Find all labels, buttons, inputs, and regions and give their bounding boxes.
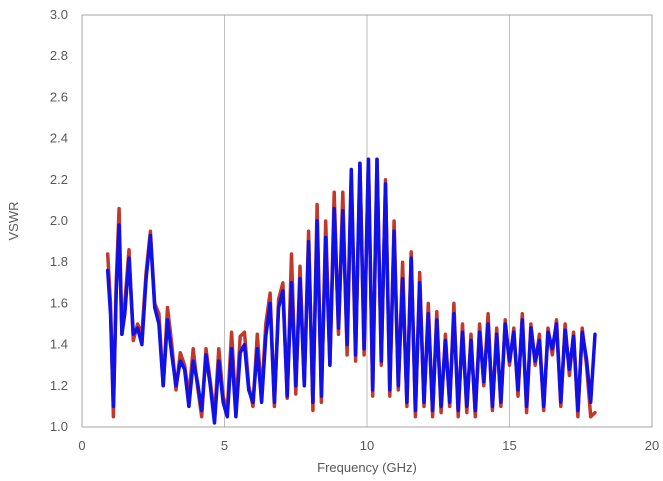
- x-tick-label: 0: [78, 438, 85, 453]
- x-axis-title: Frequency (GHz): [317, 460, 417, 475]
- x-tick-label: 15: [502, 438, 516, 453]
- x-axis-ticks: 0 5 10 15 20: [78, 438, 659, 453]
- y-axis-title: VSWR: [6, 202, 21, 241]
- y-tick-label: 1.0: [50, 419, 68, 434]
- y-axis-ticks: 1.0 1.2 1.4 1.6 1.8 2.0 2.2 2.4 2.6 2.8 3.0: [50, 7, 68, 434]
- y-tick-label: 1.4: [50, 337, 68, 352]
- x-tick-label: 10: [360, 438, 374, 453]
- y-tick-label: 2.8: [50, 48, 68, 63]
- y-tick-label: 3.0: [50, 7, 68, 22]
- y-tick-label: 1.8: [50, 254, 68, 269]
- y-tick-label: 1.2: [50, 378, 68, 393]
- y-tick-label: 2.4: [50, 131, 68, 146]
- y-tick-label: 2.2: [50, 172, 68, 187]
- series-layer: [105, 157, 597, 425]
- y-tick-label: 2.0: [50, 213, 68, 228]
- x-tick-label: 5: [221, 438, 228, 453]
- series-line-2: [105, 157, 597, 425]
- plot-area-border: [81, 14, 653, 428]
- x-tick-label: 20: [645, 438, 659, 453]
- y-tick-label: 1.6: [50, 295, 68, 310]
- y-tick-label: 2.6: [50, 89, 68, 104]
